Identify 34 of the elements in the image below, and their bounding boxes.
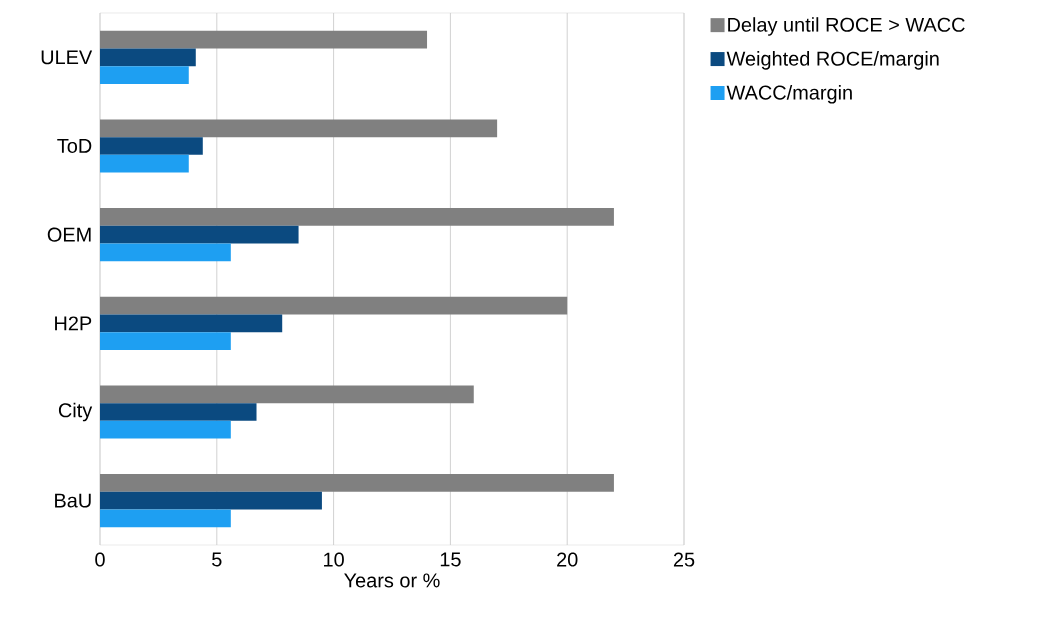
y-tick-label: ToD (57, 139, 92, 153)
legend-label: WACC/margin (726, 85, 852, 104)
bar (100, 296, 568, 315)
x-tick-label: 15 (440, 552, 461, 567)
y-tick-label: ULEV (41, 50, 93, 65)
bar (100, 314, 283, 333)
legend-label: Weighted ROCE/margin (726, 51, 939, 70)
bar (100, 225, 299, 244)
bar (100, 243, 231, 262)
y-tick-label: H2P (55, 316, 92, 331)
bar (100, 474, 614, 492)
legend-label: Delay until ROCE > WACC (728, 17, 965, 36)
bar (100, 385, 474, 404)
bar (100, 332, 231, 350)
x-axis-title: Years or % (344, 573, 440, 588)
bar (100, 30, 428, 49)
bar (100, 491, 322, 510)
bar (100, 208, 614, 226)
x-tick-label: 10 (324, 552, 344, 567)
bar (100, 509, 231, 528)
y-tick-label: OEM (47, 227, 91, 242)
bar (100, 119, 498, 138)
x-tick-label: 20 (557, 552, 578, 567)
bar (100, 48, 196, 67)
x-tick-label: 5 (212, 552, 222, 567)
x-tick-label: 25 (673, 552, 695, 567)
y-tick-label: City (58, 402, 93, 422)
x-tick-label: 0 (95, 552, 105, 567)
bar (100, 420, 231, 439)
y-tick-label: BaU (55, 493, 91, 508)
bar (100, 154, 189, 173)
bar (100, 403, 257, 421)
bar (100, 66, 189, 84)
bar (100, 137, 203, 155)
